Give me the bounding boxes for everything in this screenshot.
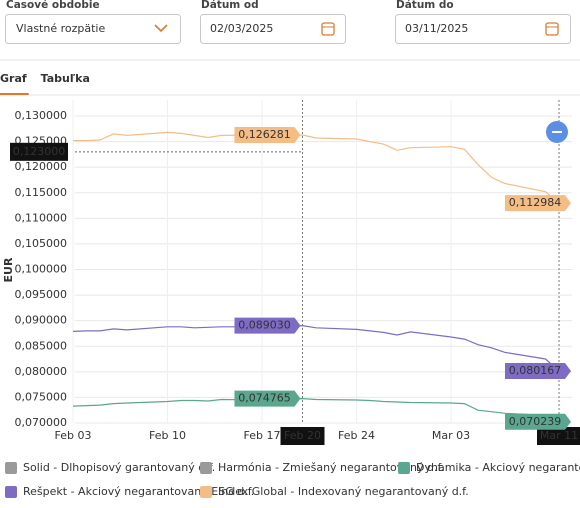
calendar-icon[interactable] [545, 22, 559, 36]
y-tick-label: 0,110000 [15, 211, 68, 224]
x-tick-label: Feb 03 [55, 429, 92, 442]
legend-label[interactable]: Harmónia - Zmiešaný negarantovaný d.f. [218, 461, 444, 474]
y-tick-label: 0,100000 [15, 263, 68, 276]
x-highlight-bg [537, 427, 580, 445]
y-tick-label: 0,080000 [15, 365, 68, 378]
y-tick-label: 0,120000 [15, 160, 68, 173]
value-label-bg [234, 127, 301, 144]
date-input[interactable] [200, 14, 346, 44]
legend-swatch[interactable] [200, 462, 212, 474]
select-value: Vlastné rozpätie [16, 22, 105, 35]
legend-label[interactable]: Index Global - Indexovaný negarantovaný … [218, 485, 469, 498]
x-highlight-bg [280, 427, 325, 445]
legend-label[interactable]: Solid - Dlhopisový garantovaný d.f. [23, 461, 215, 474]
x-tick-label: Mar 03 [432, 429, 470, 442]
legend-swatch[interactable] [5, 462, 17, 474]
y-tick-label: 0,095000 [15, 288, 68, 301]
value-label: 0,080167 [509, 364, 562, 377]
filter-label: Dátum do [396, 0, 454, 11]
y-axis-label: EUR [2, 257, 15, 282]
crosshair-y-label: 0,123000 [13, 145, 66, 158]
legend-label[interactable]: Dynamika - Akciový negarantovaný d.f. [416, 461, 580, 474]
y-tick-label: 0,105000 [15, 237, 68, 250]
select-box[interactable] [5, 14, 181, 44]
legend-swatch[interactable] [200, 486, 212, 498]
value-label-bg [505, 413, 571, 430]
tab-underline [0, 93, 29, 95]
value-label-bg [505, 362, 571, 379]
value-label: 0,126281 [238, 128, 291, 141]
value-label-bg [505, 195, 571, 212]
legend-swatch[interactable] [5, 486, 17, 498]
date-input[interactable] [395, 14, 571, 44]
legend-label[interactable]: Rešpekt - Akciový negarantovaný ESG d.f. [23, 485, 254, 498]
crosshair-y-label-bg [10, 142, 68, 161]
legend-swatch[interactable] [398, 462, 410, 474]
y-tick-label: 0,130000 [15, 109, 68, 122]
value-label-bg [234, 390, 301, 407]
filter-label: Dátum od [201, 0, 259, 11]
y-tick-label: 0,090000 [15, 314, 68, 327]
value-label: 0,074765 [238, 392, 291, 405]
x-tick-label: Feb 24 [338, 429, 375, 442]
x-tick-label: Feb 10 [149, 429, 186, 442]
x-tick-label: Feb 17 [244, 429, 281, 442]
y-tick-label: 0,115000 [15, 186, 68, 199]
y-tick-label: 0,070000 [15, 416, 68, 429]
date-value: 02/03/2025 [210, 22, 273, 35]
tab[interactable]: Graf [0, 72, 27, 85]
series-line [72, 324, 560, 372]
series-line [72, 397, 560, 423]
series-line [73, 131, 560, 204]
tab[interactable]: Tabuľka [41, 72, 90, 85]
y-tick-label: 0,085000 [15, 339, 68, 352]
date-value: 03/11/2025 [405, 22, 468, 35]
value-label: 0,112984 [509, 196, 562, 209]
calendar-icon[interactable] [321, 22, 335, 36]
value-label: 0,089030 [238, 319, 291, 332]
x-highlight-label: Feb 20 [284, 429, 321, 442]
value-label: 0,070239 [509, 415, 562, 428]
chevron [154, 24, 168, 33]
value-label-bg [234, 317, 301, 334]
y-tick-label: 0,075000 [15, 390, 68, 403]
filter-label: Časové obdobie [6, 0, 100, 11]
x-highlight-label: Mar 11 [540, 429, 578, 442]
